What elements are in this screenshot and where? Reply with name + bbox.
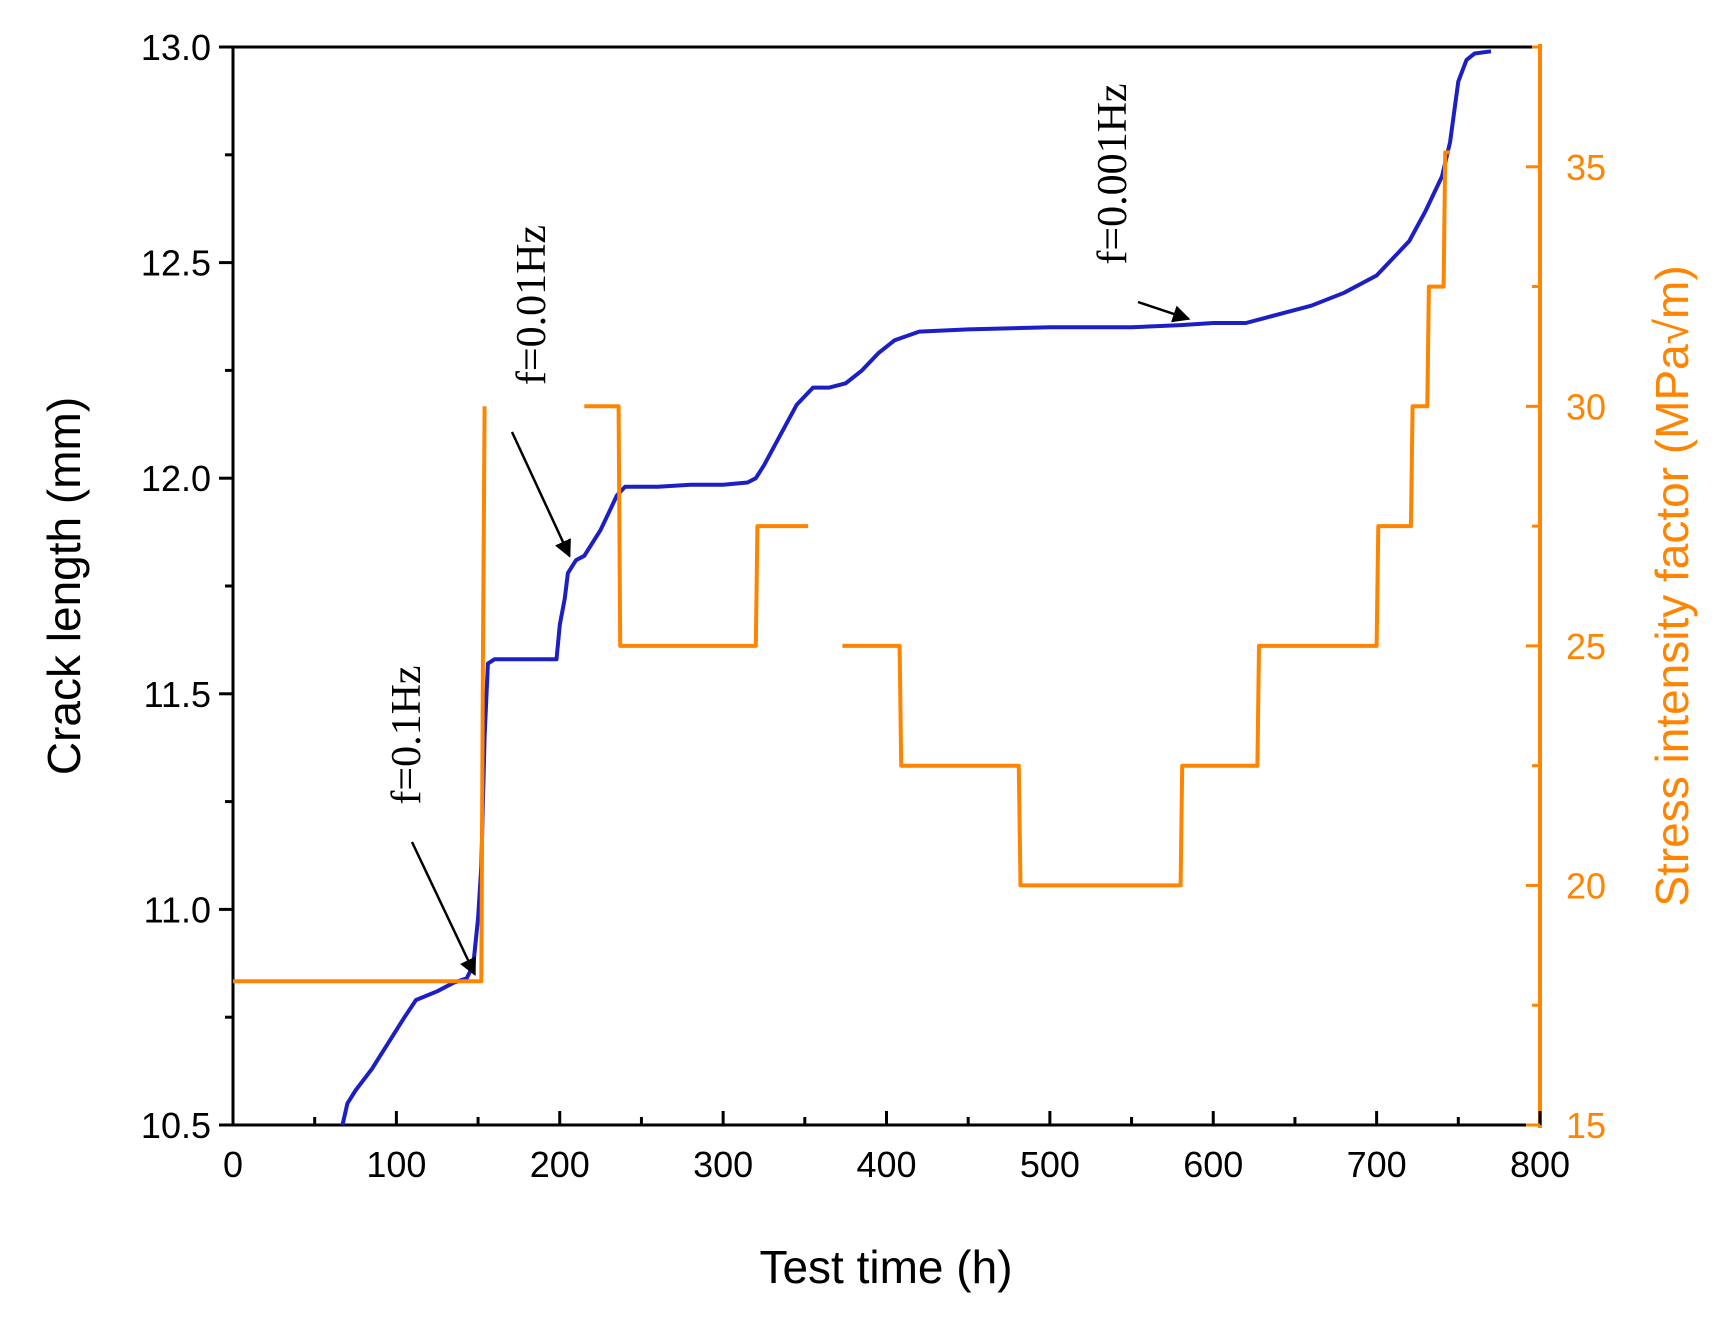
frequency-annotation-label: f=0.1Hz — [384, 665, 430, 804]
y-tick-label: 13.0 — [141, 27, 211, 68]
annotation-arrow — [510, 431, 571, 558]
y2-tick-label: 35 — [1566, 147, 1606, 188]
frequency-annotation-label: f=0.001Hz — [1090, 83, 1136, 264]
y2-axis-label: Stress intensity factor (MPa√m) — [1646, 265, 1698, 906]
crack-length-series-line — [340, 49, 1492, 1126]
y-axis-label: Crack length (mm) — [38, 397, 90, 775]
y-axis-ticks: 10.5 11.0 11.5 12.0 12.5 13.0 — [141, 27, 233, 1146]
y-tick-label: 12.0 — [141, 458, 211, 499]
y2-tick-label: 15 — [1566, 1105, 1606, 1146]
x-tick-label: 400 — [856, 1144, 916, 1185]
plot-frame — [231, 45, 1542, 1127]
y-tick-label: 10.5 — [141, 1105, 211, 1146]
series-layer — [233, 49, 1492, 1126]
y2-tick-label: 25 — [1566, 626, 1606, 667]
x-tick-label: 700 — [1347, 1144, 1407, 1185]
x-tick-label: 0 — [223, 1144, 243, 1185]
y-tick-label: 11.5 — [144, 674, 211, 715]
annotation-arrow — [1137, 300, 1191, 323]
x-axis-label: Test time (h) — [759, 1241, 1012, 1293]
annotation-arrow — [410, 841, 476, 976]
x-tick-label: 300 — [693, 1144, 753, 1185]
x-tick-label: 800 — [1510, 1144, 1570, 1185]
x-tick-label: 200 — [530, 1144, 590, 1185]
stress-intensity-series-line — [233, 150, 1451, 984]
y2-tick-label: 20 — [1566, 865, 1606, 906]
x-tick-label: 100 — [366, 1144, 426, 1185]
y2-tick-label: 30 — [1566, 386, 1606, 427]
x-tick-label: 500 — [1020, 1144, 1080, 1185]
y2-axis-ticks: 15 20 25 30 35 — [1526, 45, 1606, 1146]
x-axis-ticks: 0 100 200 300 400 500 600 700 800 — [223, 1111, 1570, 1185]
frequency-annotation-label: f=0.01Hz — [509, 225, 555, 385]
y-tick-label: 12.5 — [141, 243, 211, 284]
x-tick-label: 600 — [1183, 1144, 1243, 1185]
y-tick-label: 11.0 — [144, 889, 211, 930]
annotation-layer: f=0.1Hz f=0.01Hz f=0.001Hz — [384, 83, 1191, 976]
